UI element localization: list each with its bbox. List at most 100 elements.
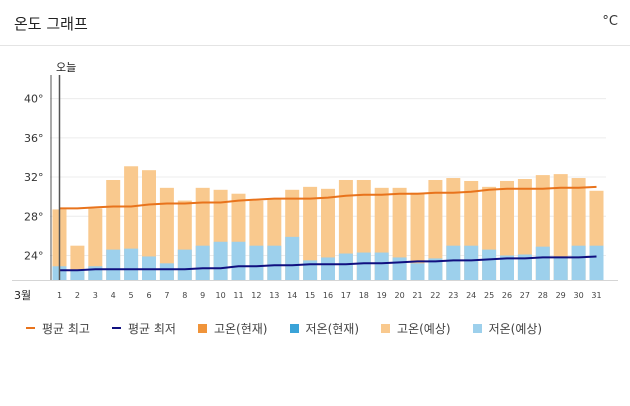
x-tick-label: 11	[233, 291, 243, 300]
low-forecast-bar[interactable]	[177, 249, 192, 280]
legend-item[interactable]: 저온(현재)	[289, 320, 360, 337]
low-forecast-bar[interactable]	[70, 270, 85, 280]
average-lines	[59, 185, 597, 272]
low-forecast-bar[interactable]	[482, 249, 497, 280]
unit-label: °C	[602, 14, 618, 29]
y-tick-label: 32°	[24, 171, 44, 184]
x-tick-label: 20	[395, 291, 405, 300]
legend-label: 평균 최고	[42, 321, 90, 336]
legend-label: 고온(현재)	[213, 321, 268, 336]
x-tick-label: 2	[75, 291, 80, 300]
low-forecast-bar[interactable]	[410, 263, 425, 280]
legend-item[interactable]: 평균 최고	[26, 320, 90, 337]
low-forecast-bar[interactable]	[392, 257, 407, 280]
legend-label: 저온(현재)	[305, 321, 360, 336]
low-forecast-bar[interactable]	[106, 249, 121, 280]
legend-item[interactable]: 고온(예상)	[381, 320, 451, 337]
low-forecast-bar[interactable]	[195, 245, 210, 280]
x-tick-label: 1	[57, 291, 62, 300]
low-forecast-bar[interactable]	[535, 246, 550, 280]
high-forecast-bar[interactable]	[410, 192, 425, 280]
avg-low-line	[59, 255, 597, 272]
low-forecast-bar[interactable]	[428, 258, 443, 280]
legend-box-swatch	[381, 323, 391, 333]
low-forecast-bar[interactable]	[249, 245, 264, 280]
avg-high-line	[59, 185, 597, 210]
x-axis-month-label: 3월	[14, 289, 31, 302]
x-tick-label: 30	[574, 291, 584, 300]
x-tick-label: 3	[93, 291, 98, 300]
high-forecast-bar[interactable]	[321, 188, 335, 280]
low-forecast-bar[interactable]	[124, 248, 139, 280]
low-forecast-bar[interactable]	[159, 263, 174, 280]
x-tick-label: 21	[412, 291, 422, 300]
high-forecast-bar[interactable]	[142, 170, 156, 280]
x-tick-label: 6	[146, 291, 151, 300]
chart-legend: 평균 최고 평균 최저 고온(현재) 저온(현재) 고온(예상) 저온(예상)	[26, 318, 564, 338]
high-forecast-bar[interactable]	[303, 186, 318, 280]
legend-item[interactable]: 평균 최저	[111, 320, 176, 337]
x-tick-label: 8	[182, 291, 187, 300]
legend-box-swatch	[472, 323, 482, 333]
x-tick-label: 23	[448, 291, 458, 300]
high-forecast-bar[interactable]	[88, 208, 103, 280]
low-forecast-bar[interactable]	[356, 252, 371, 280]
today-marker: 오늘	[50, 61, 76, 280]
high-forecast-bar[interactable]	[553, 174, 568, 280]
x-tick-label: 15	[305, 291, 315, 300]
x-tick-label: 7	[164, 291, 169, 300]
x-tick-label: 24	[466, 291, 476, 300]
y-tick-label: 36°	[24, 132, 44, 145]
x-tick-label: 16	[323, 291, 333, 300]
low-forecast-bar[interactable]	[267, 245, 282, 280]
legend-box-swatch	[197, 323, 207, 333]
low-forecast-bar[interactable]	[213, 241, 228, 280]
x-tick-label: 12	[251, 291, 261, 300]
x-tick-label: 19	[377, 291, 387, 300]
x-tick-label: 4	[111, 291, 116, 300]
low-forecast-bar[interactable]	[321, 257, 335, 280]
low-forecast-bar[interactable]	[374, 252, 389, 280]
y-axis-ticks: 24° 28° 32° 36° 40°	[24, 93, 44, 263]
low-forecast-bar[interactable]	[500, 255, 514, 280]
y-tick-label: 40°	[24, 93, 44, 106]
temperature-chart: 24°28°32°36°40° 3월 1 2 3 4 5 6 7 8 9 10 11 12 13 14 15 1…	[12, 61, 618, 302]
x-tick-label: 10	[216, 291, 226, 300]
x-tick-label: 31	[591, 291, 601, 300]
x-tick-label: 17	[341, 291, 351, 300]
x-tick-label: 9	[200, 291, 205, 300]
today-label: 오늘	[56, 61, 76, 74]
x-tick-label: 5	[129, 291, 134, 300]
high-forecast-bar[interactable]	[428, 179, 443, 280]
legend-box-swatch	[289, 323, 299, 333]
y-tick-label: 24°	[24, 249, 44, 262]
low-forecast-bar[interactable]	[338, 253, 353, 280]
x-tick-label: 28	[538, 291, 548, 300]
low-forecast-bar[interactable]	[231, 241, 246, 280]
legend-label: 평균 최저	[127, 321, 176, 336]
legend-line-swatch	[26, 327, 35, 329]
legend-item[interactable]: 저온(예상)	[472, 320, 543, 337]
x-tick-label: 22	[430, 291, 440, 300]
low-forecast-bar[interactable]	[571, 245, 586, 280]
x-tick-label: 25	[484, 291, 494, 300]
chart-header: 온도 그래프 °C	[0, 0, 630, 46]
legend-item[interactable]: 고온(현재)	[197, 320, 268, 337]
low-forecast-bar[interactable]	[464, 245, 479, 280]
page-title: 온도 그래프	[14, 15, 88, 33]
low-forecast-bar[interactable]	[517, 254, 532, 280]
x-tick-label: 29	[556, 291, 566, 300]
high-forecast-bar[interactable]	[392, 187, 407, 280]
legend-label: 고온(예상)	[397, 321, 451, 336]
low-forecast-bar[interactable]	[285, 236, 300, 280]
x-tick-label: 13	[269, 291, 279, 300]
legend-label: 저온(예상)	[488, 321, 543, 336]
x-tick-label: 27	[520, 291, 530, 300]
low-forecast-bar[interactable]	[553, 256, 568, 280]
x-tick-label: 18	[359, 291, 369, 300]
x-tick-label: 14	[287, 291, 297, 300]
high-forecast-bar[interactable]	[500, 180, 514, 280]
high-forecast-bar[interactable]	[159, 187, 174, 280]
low-forecast-bar[interactable]	[446, 245, 461, 280]
low-forecast-bar[interactable]	[589, 245, 604, 280]
